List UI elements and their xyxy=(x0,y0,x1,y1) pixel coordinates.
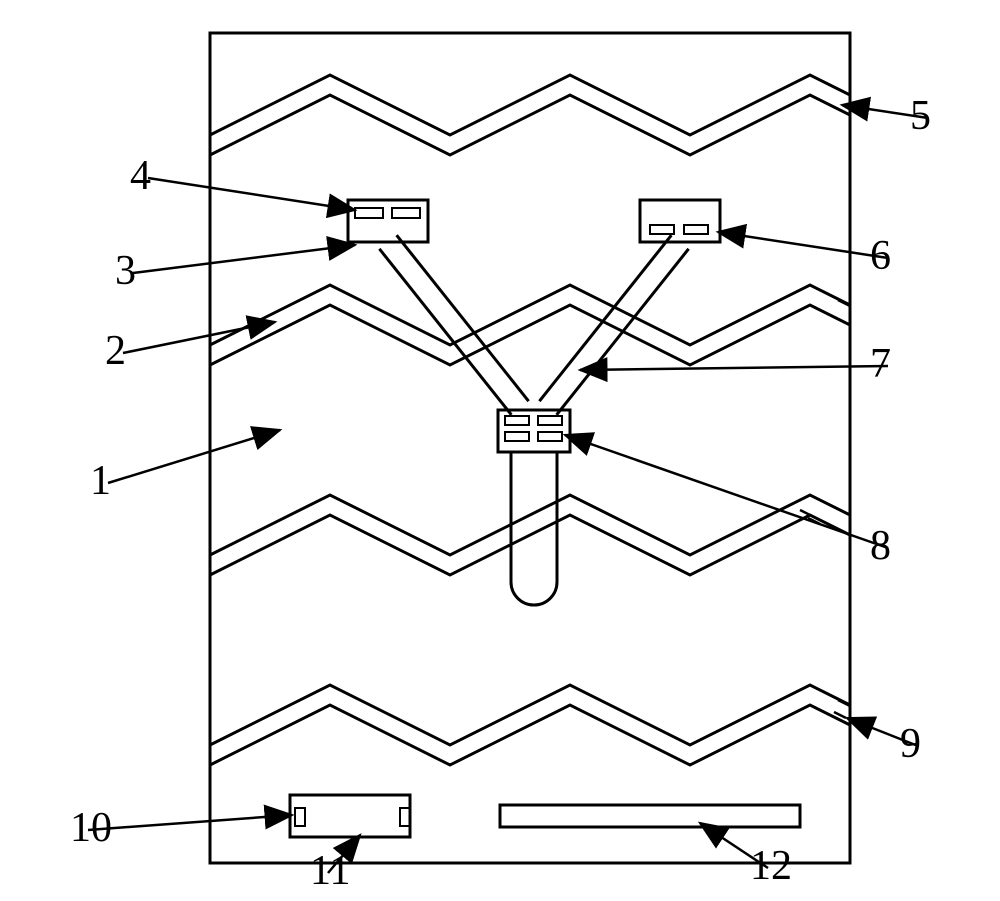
label-3: 3 xyxy=(115,247,136,295)
diagram-svg xyxy=(0,0,1000,901)
label-6: 6 xyxy=(870,232,891,280)
label-12: 12 xyxy=(750,842,792,890)
label-11: 11 xyxy=(310,847,350,895)
label-1: 1 xyxy=(90,457,111,505)
label-2: 2 xyxy=(105,327,126,375)
label-10: 10 xyxy=(70,804,112,852)
label-5: 5 xyxy=(910,92,931,140)
diagram-container: 123456789101112 xyxy=(0,0,1000,901)
label-8: 8 xyxy=(870,522,891,570)
label-9: 9 xyxy=(900,720,921,768)
label-7: 7 xyxy=(870,340,891,388)
label-4: 4 xyxy=(130,152,151,200)
